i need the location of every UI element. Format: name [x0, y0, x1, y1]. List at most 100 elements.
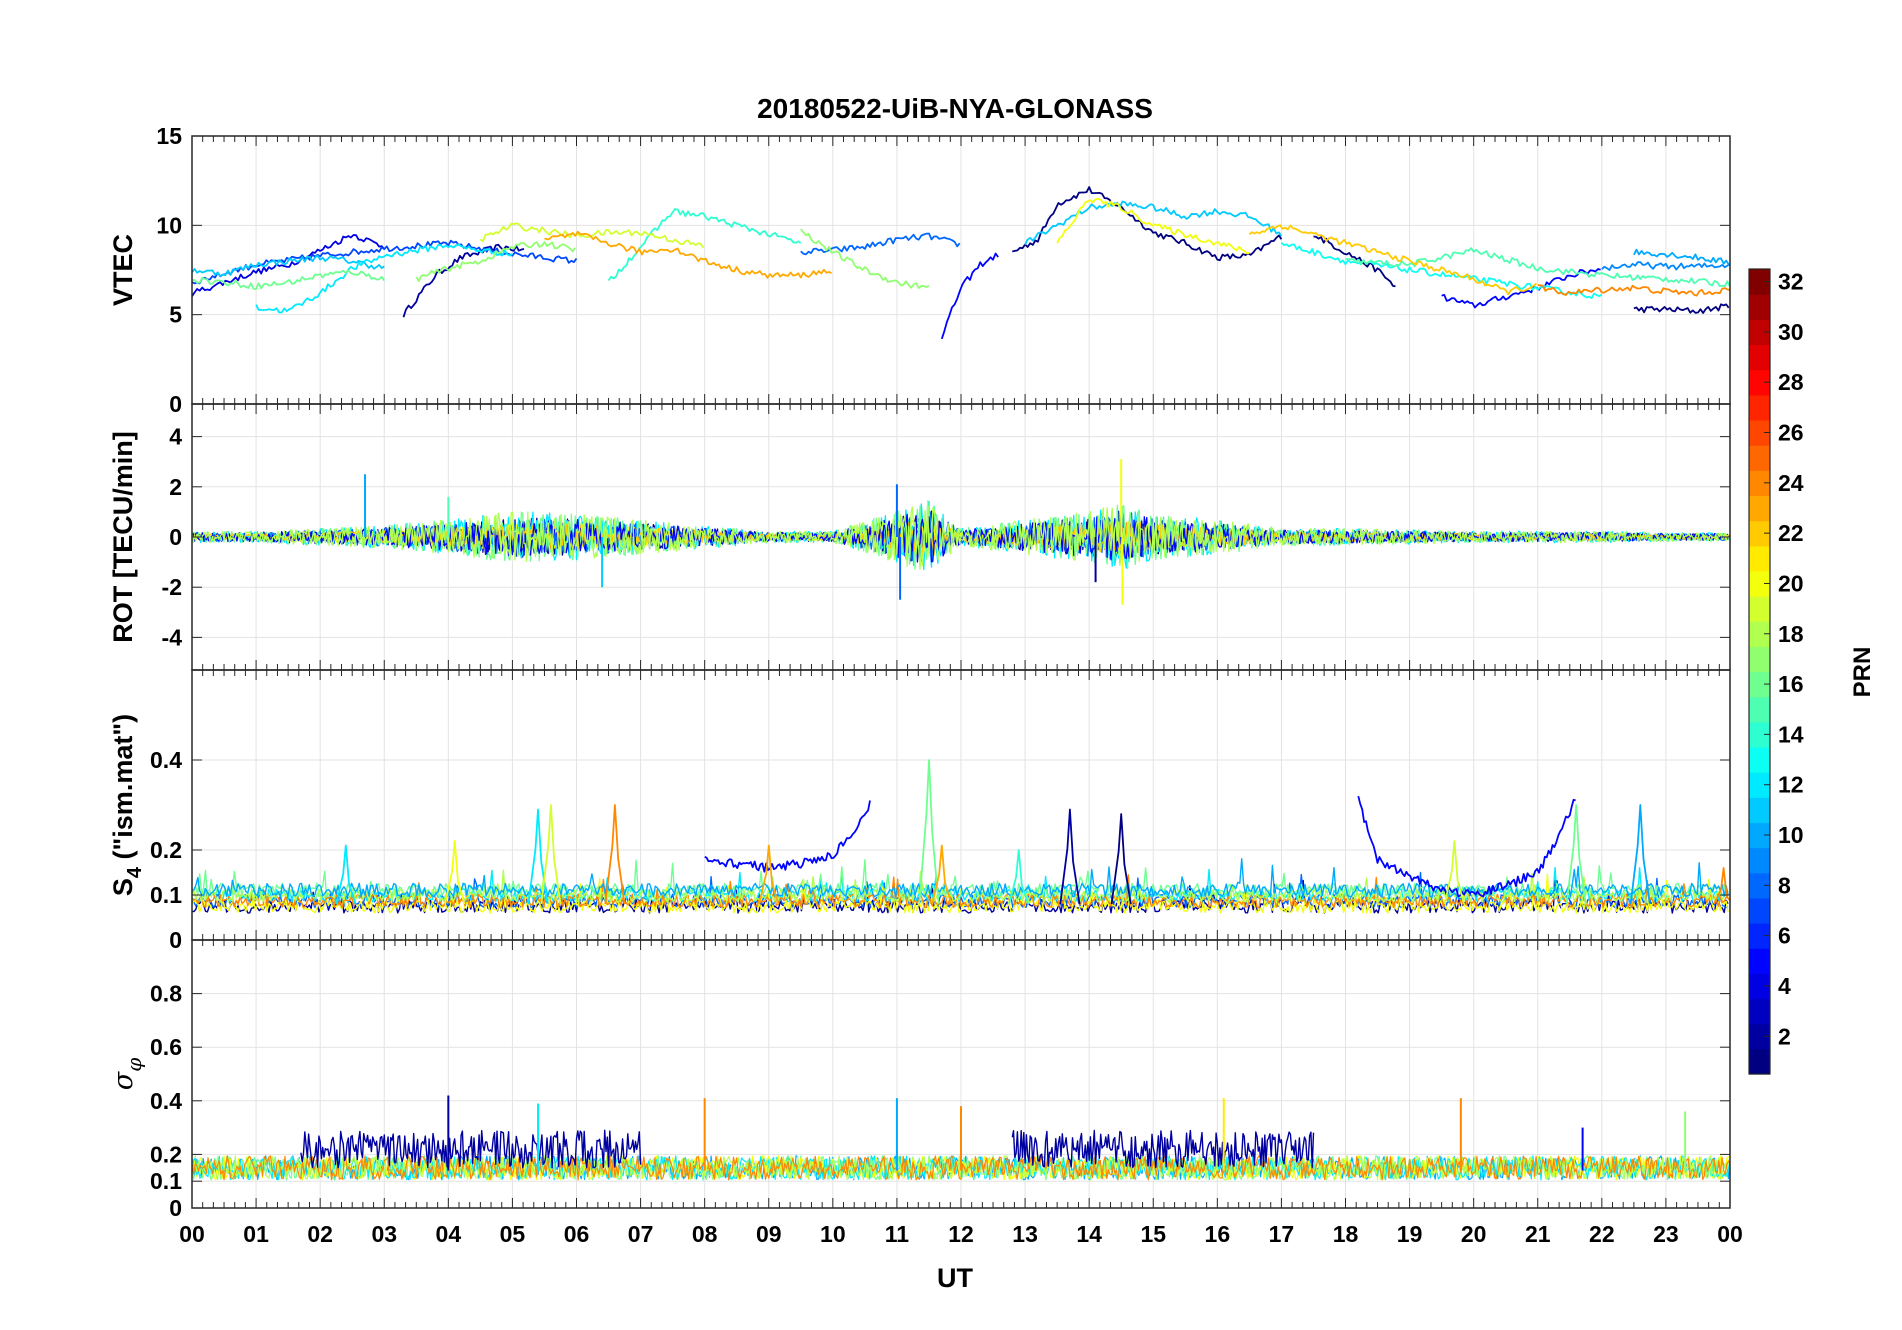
colorbar-segment: [1749, 294, 1770, 320]
vtec-series-prn-14: [607, 208, 802, 282]
colorbar-tick-label: 8: [1778, 872, 1791, 898]
vtec-series-prn-17: [415, 241, 576, 282]
vtec-series-prn-12: [255, 243, 513, 314]
colorbar-segment: [1749, 847, 1770, 874]
x-tick-label: 08: [692, 1221, 718, 1247]
y-axis-label: σφ: [108, 1058, 146, 1090]
y-axis-label: ROT [TECU/min]: [108, 431, 138, 642]
colorbar-segment: [1749, 394, 1770, 421]
s4-spike: [1059, 808, 1081, 905]
x-tick-label: 20: [1461, 1221, 1487, 1247]
vtec-series-prn-1: [1633, 303, 1730, 314]
sigma-elevated-prn-2: [1011, 1129, 1315, 1169]
vtec-series-prn-20: [1056, 198, 1250, 255]
colorbar-segment: [1749, 646, 1770, 673]
x-tick-label: 05: [500, 1221, 526, 1247]
colorbar-segment: [1749, 1048, 1770, 1075]
panel-3: 00.10.20.4S4 ("ism.mat"): [108, 669, 1731, 953]
colorbar-segment: [1749, 520, 1770, 547]
s4-spike: [444, 840, 466, 905]
vtec-series-prn-2: [402, 243, 525, 318]
vtec-series-prn-1: [1012, 186, 1283, 262]
vtec-series-prn-13: [1280, 242, 1603, 299]
x-tick-label: 12: [948, 1221, 974, 1247]
vtec-series-prn-22: [1248, 224, 1538, 295]
vtec-series-prn-23: [544, 230, 832, 279]
s4-spike: [1629, 804, 1651, 905]
colorbar-segment: [1749, 772, 1770, 798]
rot-series-prn-18: [192, 500, 1730, 570]
figure-title: 20180522-UiB-NYA-GLONASS: [757, 93, 1153, 124]
y-tick-label: 5: [169, 302, 182, 328]
y-tick-label: 0: [169, 1195, 182, 1221]
colorbar-tick-label: 14: [1778, 721, 1804, 747]
y-tick-label: 4: [169, 424, 182, 450]
colorbar-segment: [1749, 470, 1770, 497]
colorbar-tick-label: 16: [1778, 671, 1804, 697]
x-tick-label: 15: [1140, 1221, 1166, 1247]
colorbar-tick-label: 2: [1778, 1023, 1791, 1049]
colorbar-label: PRN: [1849, 647, 1876, 698]
x-tick-label: 21: [1525, 1221, 1551, 1247]
y-axis-label-main: S: [108, 878, 138, 896]
colorbar-segment: [1749, 319, 1770, 346]
colorbar-tick-label: 26: [1778, 420, 1804, 446]
x-tick-label: 17: [1269, 1221, 1295, 1247]
colorbar-frame: [1748, 268, 1771, 1075]
colorbar-segment: [1749, 897, 1770, 924]
colorbar-segment: [1749, 696, 1770, 723]
x-tick-label: 13: [1012, 1221, 1038, 1247]
sigma-elevated-prn-2: [300, 1129, 642, 1169]
s4-spike: [540, 804, 562, 905]
vtec-series-prn-5: [940, 252, 999, 340]
y-tick-label: 0.2: [150, 837, 182, 863]
x-tick-label: 00: [1717, 1221, 1743, 1247]
vtec-series-prn-10: [1633, 248, 1730, 265]
y-tick-label: 0.8: [150, 981, 182, 1007]
s4-spike: [758, 844, 780, 905]
s4-series-prn-24: [192, 874, 1729, 909]
colorbar-segment: [1749, 1023, 1770, 1050]
s4-spike: [335, 844, 357, 905]
s4-spike: [931, 844, 953, 905]
y-axis-label-main: σ: [108, 1070, 139, 1090]
x-tick-label: 18: [1333, 1221, 1359, 1247]
colorbar-segment: [1749, 973, 1770, 1000]
colorbar-segment: [1749, 495, 1770, 522]
colorbar-segment: [1749, 797, 1770, 824]
s4-spike: [1443, 840, 1465, 905]
colorbar-segment: [1749, 923, 1770, 949]
x-tick-label: 22: [1589, 1221, 1615, 1247]
x-tick-label: 01: [243, 1221, 269, 1247]
colorbar-segment: [1749, 596, 1770, 622]
s4-trace-prn-5: [704, 800, 871, 873]
panel-1: 0 5 10 15 VTEC: [108, 123, 1731, 417]
x-tick-label: 06: [564, 1221, 590, 1247]
s4-trace-prn-5: [1357, 795, 1576, 898]
colorbar-tick-label: 6: [1778, 923, 1791, 949]
y-axis-label: VTEC: [108, 234, 138, 306]
y-axis-label-sub: φ: [122, 1058, 146, 1072]
colorbar-segment: [1749, 570, 1770, 597]
x-axis-label: UT: [937, 1263, 973, 1293]
s4-spike: [1565, 804, 1587, 905]
panel-series: [192, 459, 1730, 605]
vtec-series-prn-11: [1024, 200, 1283, 246]
x-tick-label: 09: [756, 1221, 782, 1247]
colorbar-tick-label: 10: [1778, 822, 1804, 848]
colorbar-segment: [1749, 344, 1770, 371]
colorbar-tick-label: 4: [1778, 973, 1791, 999]
vtec-series-prn-15: [1345, 247, 1730, 288]
colorbar-tick-label: 24: [1778, 470, 1804, 496]
y-axis-label: S4 ("ism.mat"): [108, 714, 146, 896]
colorbar-tick-label: 18: [1778, 621, 1804, 647]
vtec-series-prn-16: [192, 269, 386, 290]
s4-series-prn-10: [192, 858, 1729, 898]
s4-spike: [527, 808, 549, 905]
y-tick-label: 0.6: [150, 1034, 182, 1060]
y-tick-label: 0: [169, 524, 182, 550]
x-tick-label: 23: [1653, 1221, 1679, 1247]
colorbar-tick-label: 12: [1778, 772, 1804, 798]
